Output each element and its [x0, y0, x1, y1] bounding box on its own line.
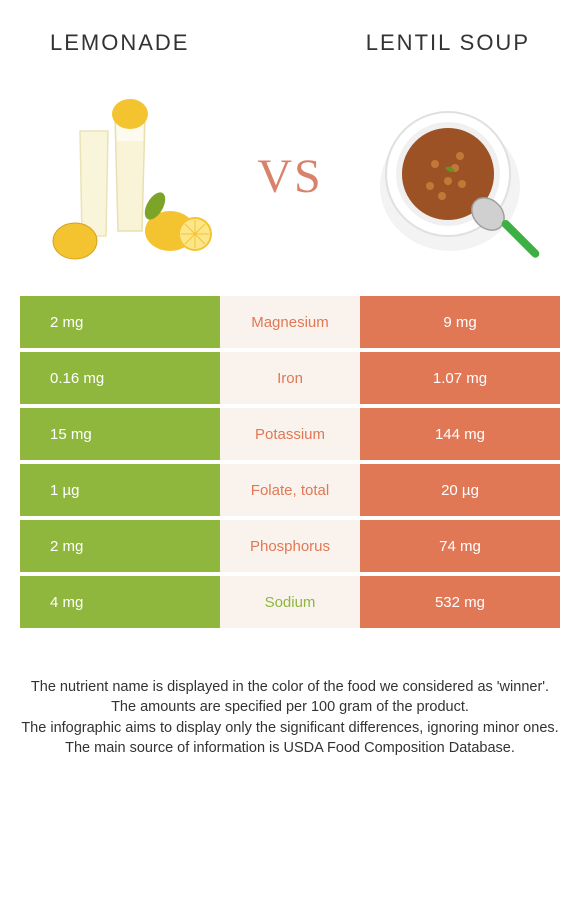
nutrient-row: 2 mgPhosphorus74 mg — [20, 520, 560, 572]
food2-value: 9 mg — [360, 296, 560, 348]
food1-title: Lemonade — [50, 30, 189, 56]
footer-line-3: The infographic aims to display only the… — [20, 718, 560, 738]
nutrient-row: 1 µgFolate, total20 µg — [20, 464, 560, 516]
food2-value: 1.07 mg — [360, 352, 560, 404]
food1-value: 4 mg — [20, 576, 220, 628]
footer-text: The nutrient name is displayed in the co… — [0, 632, 580, 778]
food1-value: 2 mg — [20, 520, 220, 572]
nutrient-row: 2 mgMagnesium9 mg — [20, 296, 560, 348]
nutrient-row: 15 mgPotassium144 mg — [20, 408, 560, 460]
food1-value: 1 µg — [20, 464, 220, 516]
nutrient-table: 2 mgMagnesium9 mg0.16 mgIron1.07 mg15 mg… — [0, 296, 580, 628]
food1-value: 0.16 mg — [20, 352, 220, 404]
nutrient-row: 4 mgSodium532 mg — [20, 576, 560, 628]
food2-value: 532 mg — [360, 576, 560, 628]
nutrient-label: Iron — [220, 352, 360, 404]
nutrient-label: Sodium — [220, 576, 360, 628]
footer-line-2: The amounts are specified per 100 gram o… — [20, 697, 560, 717]
nutrient-label: Folate, total — [220, 464, 360, 516]
nutrient-label: Magnesium — [220, 296, 360, 348]
food1-image — [30, 86, 230, 266]
food1-value: 2 mg — [20, 296, 220, 348]
food1-value: 15 mg — [20, 408, 220, 460]
infographic-container: Lemonade Lentil soup — [0, 0, 580, 778]
food2-value: 144 mg — [360, 408, 560, 460]
header-row: Lemonade Lentil soup — [0, 0, 580, 76]
food2-value: 74 mg — [360, 520, 560, 572]
food2-title: Lentil soup — [366, 30, 530, 56]
vs-label: VS — [257, 149, 322, 204]
nutrient-row: 0.16 mgIron1.07 mg — [20, 352, 560, 404]
food2-image — [350, 86, 550, 266]
images-row: VS — [0, 76, 580, 296]
footer-line-4: The main source of information is USDA F… — [20, 738, 560, 758]
nutrient-label: Potassium — [220, 408, 360, 460]
footer-line-1: The nutrient name is displayed in the co… — [20, 677, 560, 697]
food2-value: 20 µg — [360, 464, 560, 516]
nutrient-label: Phosphorus — [220, 520, 360, 572]
